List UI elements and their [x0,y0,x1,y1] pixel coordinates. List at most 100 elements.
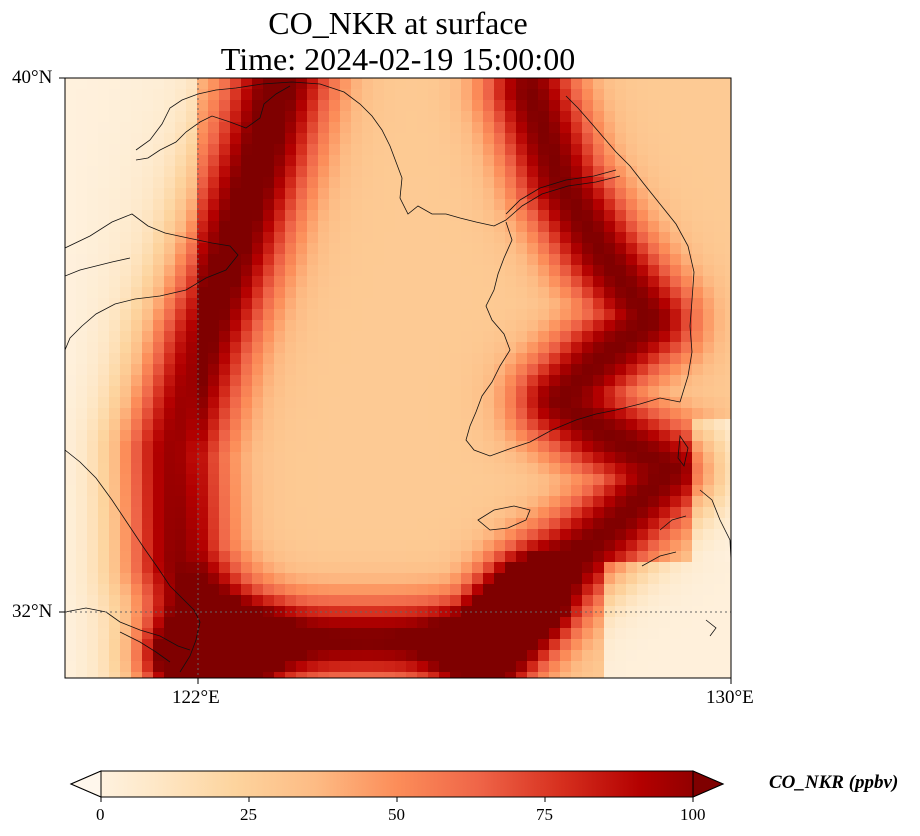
field-cell [230,122,242,134]
field-cell [98,375,110,387]
field-cell [637,672,649,678]
field-cell [351,199,363,211]
field-cell [285,155,297,167]
field-cell [494,166,506,178]
field-cell [648,397,660,409]
field-cell [164,661,176,673]
field-cell [725,408,731,420]
field-cell [296,617,308,629]
field-cell [351,639,363,651]
field-cell [307,254,319,266]
field-cell [571,386,583,398]
field-cell [76,331,88,343]
field-cell [560,529,572,541]
field-cell [87,430,99,442]
field-cell [626,232,638,244]
field-cell [65,210,77,222]
field-cell [527,89,539,101]
field-cell [351,529,363,541]
field-cell [219,386,231,398]
field-cell [714,661,726,673]
field-cell [373,584,385,596]
field-cell [208,595,220,607]
field-cell [725,353,731,365]
field-cell [153,133,165,145]
field-cell [615,331,627,343]
field-cell [725,606,731,618]
field-cell [428,144,440,156]
field-cell [593,672,605,678]
field-cell [516,408,528,420]
field-cell [571,210,583,222]
field-cell [263,606,275,618]
field-cell [692,100,704,112]
field-cell [604,155,616,167]
field-cell [285,584,297,596]
field-cell [318,100,330,112]
field-cell [142,199,154,211]
field-cell [186,111,198,123]
field-cell [340,595,352,607]
field-cell [483,199,495,211]
field-cell [241,177,253,189]
field-cell [274,496,286,508]
field-cell [725,276,731,288]
field-cell [131,595,143,607]
field-cell [175,397,187,409]
field-cell [681,474,693,486]
field-cell [670,166,682,178]
field-cell [318,177,330,189]
field-cell [285,386,297,398]
field-cell [494,507,506,519]
field-cell [582,650,594,662]
field-cell [252,452,264,464]
field-cell [703,364,715,376]
field-cell [604,430,616,442]
field-cell [549,89,561,101]
field-cell [406,419,418,431]
field-cell [648,529,660,541]
field-cell [296,122,308,134]
field-cell [670,254,682,266]
field-cell [648,441,660,453]
field-cell [626,144,638,156]
field-cell [252,386,264,398]
field-cell [384,309,396,321]
field-cell [615,441,627,453]
field-cell [615,595,627,607]
field-cell [417,78,429,90]
field-cell [153,375,165,387]
field-cell [131,309,143,321]
field-cell [626,100,638,112]
field-cell [571,419,583,431]
field-cell [560,188,572,200]
field-cell [263,474,275,486]
field-cell [516,177,528,189]
field-cell [351,265,363,277]
field-cell [560,650,572,662]
field-cell [549,595,561,607]
field-cell [285,628,297,640]
field-cell [549,78,561,90]
field-cell [560,463,572,475]
field-cell [560,551,572,563]
field-cell [637,276,649,288]
field-cell [98,287,110,299]
field-cell [494,287,506,299]
field-cell [538,496,550,508]
field-cell [362,518,374,530]
field-cell [516,617,528,629]
field-cell [153,551,165,563]
field-cell [142,122,154,134]
field-cell [98,89,110,101]
field-cell [461,265,473,277]
field-cell [406,353,418,365]
field-cell [164,78,176,90]
field-cell [505,496,517,508]
field-cell [274,210,286,222]
field-cell [65,551,77,563]
field-cell [428,573,440,585]
field-cell [483,606,495,618]
field-cell [516,375,528,387]
field-cell [153,243,165,255]
